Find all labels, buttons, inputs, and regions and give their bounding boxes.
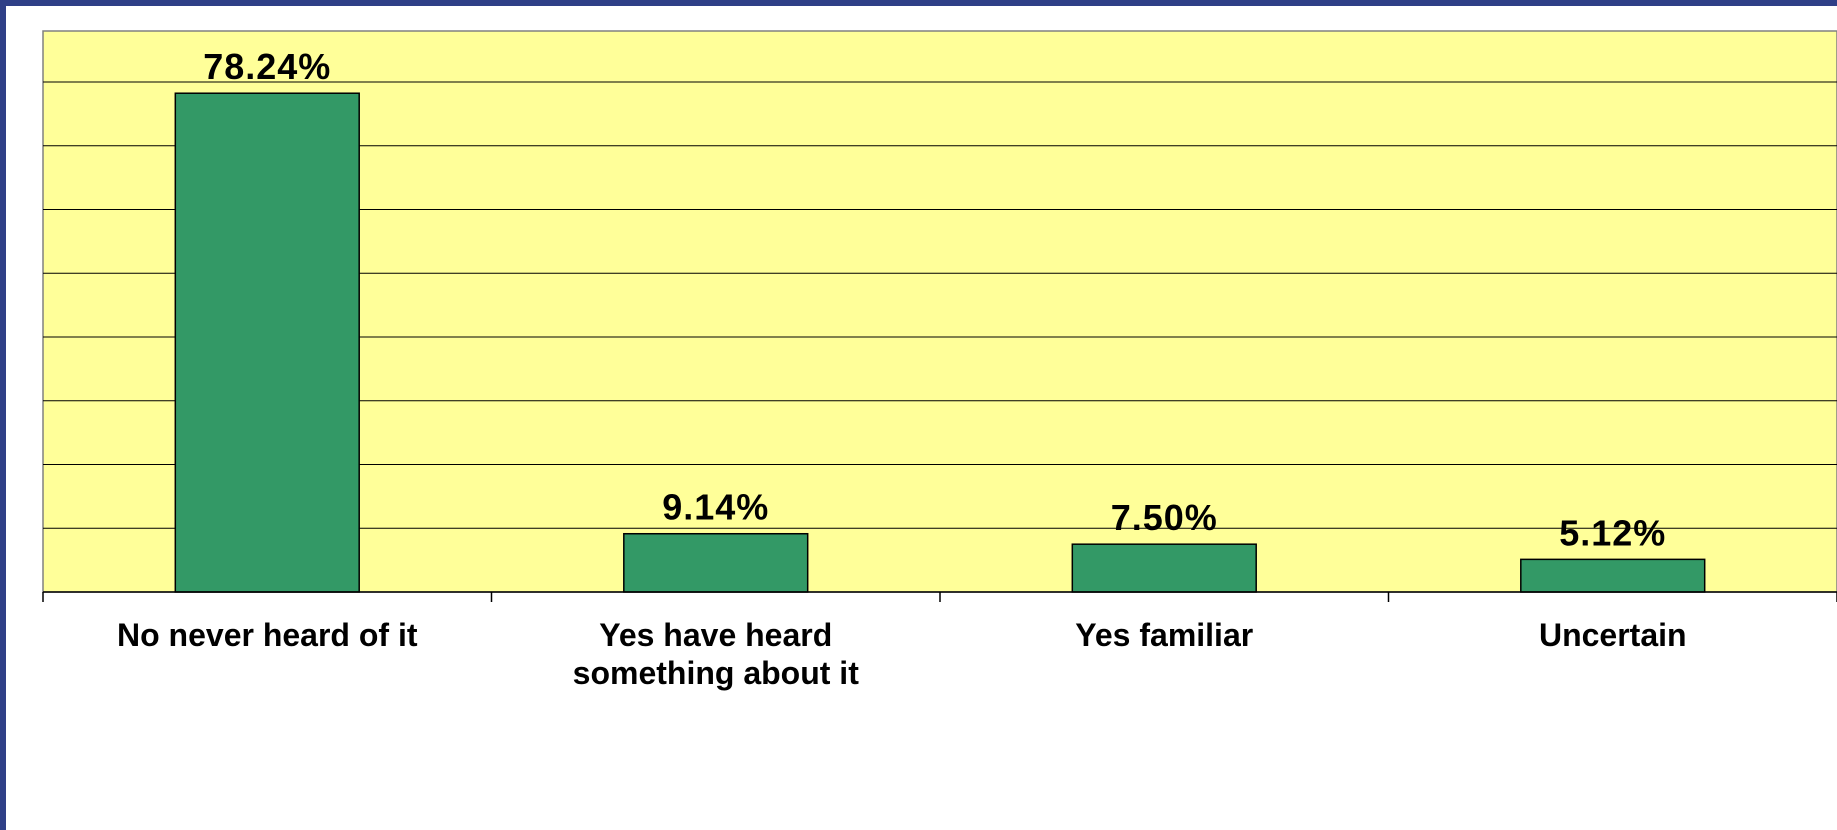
x-tick-label: Yes familiar bbox=[1075, 617, 1253, 653]
x-tick-label: Uncertain bbox=[1539, 617, 1687, 653]
x-tick-label: No never heard of it bbox=[117, 617, 418, 653]
x-tick-label-line: No never heard of it bbox=[117, 617, 418, 653]
x-tick-label-line: Yes familiar bbox=[1075, 617, 1253, 653]
data-label: 7.50% bbox=[1111, 497, 1218, 538]
x-tick-labels: No never heard of it Yes have heard someth… bbox=[117, 617, 1687, 691]
x-tick-label-line: Uncertain bbox=[1539, 617, 1687, 653]
bar bbox=[1071, 543, 1257, 593]
x-tick-label-line: Yes have heard bbox=[599, 617, 832, 653]
data-label: 78.24% bbox=[203, 46, 331, 87]
bars bbox=[174, 92, 1706, 593]
x-axis bbox=[42, 591, 1837, 602]
x-tick-label-line: something about it bbox=[573, 655, 860, 691]
data-label: 9.14% bbox=[662, 487, 769, 528]
x-tick-label: Yes have heard something about it bbox=[573, 617, 860, 691]
bar bbox=[623, 532, 809, 593]
bar bbox=[174, 92, 360, 593]
bar bbox=[1520, 558, 1706, 593]
data-labels: 78.24% 9.14% 7.50% 5.12% bbox=[203, 46, 1666, 553]
data-label: 5.12% bbox=[1559, 512, 1666, 553]
bar-chart: 78.24% 9.14% 7.50% 5.12% No never heard of … bbox=[42, 30, 1837, 691]
chart-frame: 78.24% 9.14% 7.50% 5.12% No never heard of … bbox=[6, 6, 1837, 830]
